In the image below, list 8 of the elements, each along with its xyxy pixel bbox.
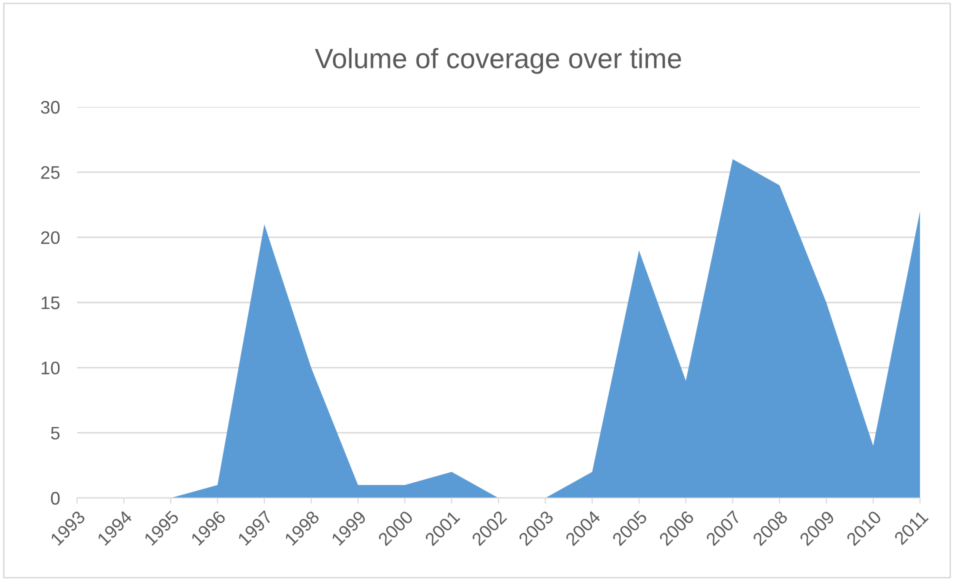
chart-title: Volume of coverage over time (314, 48, 682, 74)
y-tick-label: 0 (51, 492, 60, 505)
y-tick-label: 30 (40, 100, 60, 114)
y-tick-label: 25 (41, 166, 60, 179)
y-tick-label: 5 (51, 426, 60, 440)
y-tick-label: 10 (42, 362, 60, 374)
y-tick-label: 15 (42, 296, 60, 310)
y-tick-label: 20 (41, 231, 60, 244)
